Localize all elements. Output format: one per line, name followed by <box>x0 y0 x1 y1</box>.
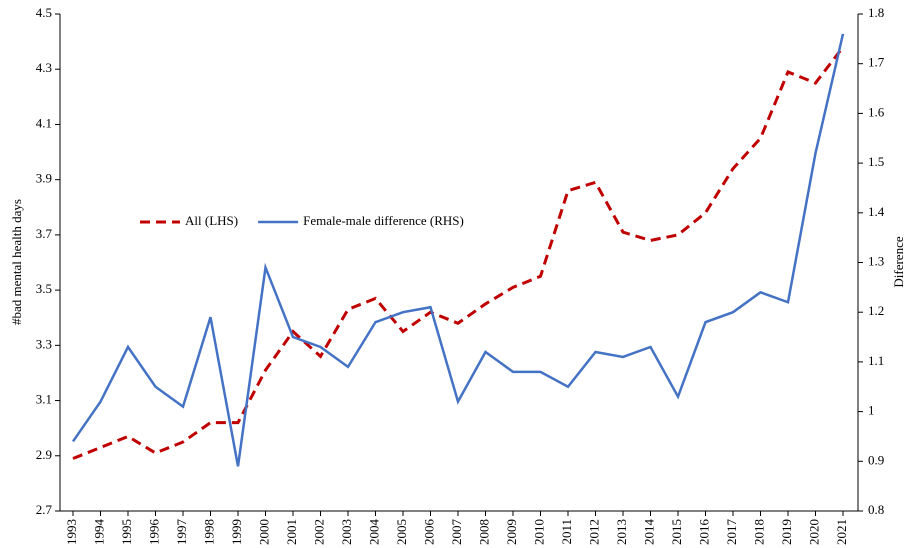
x-tick-label: 2012 <box>586 519 601 545</box>
x-tick-label: 1994 <box>91 519 106 546</box>
x-tick-label: 1997 <box>174 519 189 546</box>
x-tick-label: 2019 <box>779 519 794 545</box>
x-tick-label: 1993 <box>64 519 79 545</box>
y2-tick-label: 1.8 <box>868 5 884 20</box>
x-tick-label: 1999 <box>229 519 244 545</box>
y2-tick-label: 0.9 <box>868 452 884 467</box>
y-tick-label: 2.9 <box>36 447 52 462</box>
y2-tick-label: 1.7 <box>868 55 885 70</box>
legend-label: Female-male difference (RHS) <box>303 213 464 228</box>
x-tick-label: 1998 <box>201 519 216 545</box>
y2-tick-label: 0.8 <box>868 502 884 517</box>
y2-tick-label: 1.4 <box>868 204 885 219</box>
x-tick-label: 1995 <box>119 519 134 545</box>
y-axis-title: #bad mental health days <box>9 199 24 325</box>
x-tick-label: 2009 <box>504 519 519 545</box>
y2-tick-label: 1 <box>868 403 875 418</box>
series-line <box>72 46 845 460</box>
y-tick-label: 4.3 <box>36 60 52 75</box>
y-tick-label: 2.7 <box>36 502 53 517</box>
y2-tick-label: 1.6 <box>868 104 885 119</box>
x-tick-label: 2008 <box>476 519 491 545</box>
x-tick-label: 2017 <box>724 519 739 546</box>
y2-axis-title: Diference <box>891 236 906 287</box>
y2-tick-label: 1.5 <box>868 154 884 169</box>
x-tick-label: 2006 <box>421 519 436 546</box>
x-tick-label: 2018 <box>751 519 766 545</box>
y-tick-label: 3.5 <box>36 281 52 296</box>
x-tick-label: 2005 <box>394 519 409 545</box>
y-tick-label: 3.7 <box>36 226 53 241</box>
x-tick-label: 2010 <box>531 519 546 545</box>
y-tick-label: 4.1 <box>36 115 52 130</box>
y2-tick-label: 1.1 <box>868 353 884 368</box>
series-line <box>71 33 845 467</box>
y-tick-label: 4.5 <box>36 5 52 20</box>
y-tick-label: 3.9 <box>36 171 52 186</box>
x-tick-label: 2011 <box>559 519 574 545</box>
x-tick-label: 2007 <box>449 519 464 546</box>
x-tick-label: 2014 <box>641 519 656 546</box>
x-tick-label: 2016 <box>696 519 711 546</box>
x-tick-label: 2002 <box>311 519 326 545</box>
y-tick-label: 3.1 <box>36 392 52 407</box>
x-tick-label: 2021 <box>834 519 849 545</box>
x-tick-label: 2020 <box>806 519 821 545</box>
x-tick-label: 2000 <box>256 519 271 545</box>
x-tick-label: 2004 <box>366 519 381 546</box>
x-tick-label: 1996 <box>146 519 161 546</box>
y2-tick-label: 1.2 <box>868 303 884 318</box>
legend-label: All (LHS) <box>185 213 238 228</box>
y2-tick-label: 1.3 <box>868 253 884 268</box>
x-tick-label: 2003 <box>339 519 354 545</box>
y-tick-label: 3.3 <box>36 336 52 351</box>
x-tick-label: 2015 <box>669 519 684 545</box>
x-tick-label: 2013 <box>614 519 629 545</box>
x-tick-label: 2001 <box>284 519 299 545</box>
